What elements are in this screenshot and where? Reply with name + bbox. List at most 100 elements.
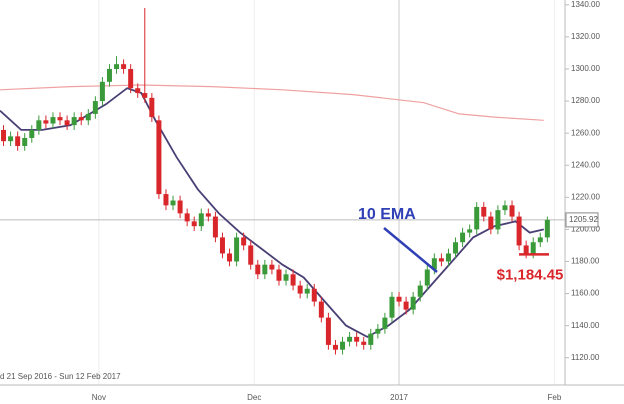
candle-body: [234, 237, 240, 262]
candle-body: [262, 264, 268, 275]
candle-body: [212, 216, 218, 238]
x-tick-label: Dec: [247, 393, 261, 402]
date-range: d 21 Sep 2016 - Sun 12 Feb 2017: [0, 372, 121, 381]
x-tick-label: Feb: [548, 393, 562, 402]
candle-body: [354, 336, 360, 342]
candle-body: [530, 242, 536, 254]
candle-body: [460, 232, 466, 243]
overlay: $1,184.45: [497, 253, 564, 283]
candle-body: [544, 219, 550, 238]
candle-body: [191, 221, 197, 227]
candle-body: [219, 237, 225, 254]
candle-body: [403, 301, 409, 310]
annotation: 10 EMA: [358, 206, 416, 223]
candle-body: [121, 64, 127, 69]
y-tick-label: 1140.00: [571, 321, 600, 330]
candle-body: [361, 341, 367, 345]
y-tick-label: 1340.00: [571, 0, 600, 9]
support-label: $1,184.45: [497, 266, 564, 283]
candle-body: [318, 301, 324, 318]
candle-body: [241, 237, 247, 246]
candle-body: [389, 296, 395, 318]
candle-body: [78, 117, 84, 121]
indicator-line: [0, 84, 544, 121]
candle-body: [417, 285, 423, 297]
candle-body: [347, 336, 353, 342]
axes: 1120.00 1140.00 1160.00 1180.00 1200.00 1220.…: [92, 0, 601, 402]
candle-body: [382, 317, 388, 329]
candle-body: [227, 253, 233, 262]
candle-body: [163, 194, 169, 206]
candle-body: [276, 269, 282, 281]
candle-body: [255, 264, 261, 275]
y-tick-label: 1200.00: [571, 225, 600, 234]
y-tick-label: 1220.00: [571, 192, 600, 201]
candle-body: [283, 274, 289, 281]
candle-body: [340, 341, 346, 350]
y-tick-label: 1160.00: [571, 289, 600, 298]
candle-body: [198, 213, 204, 227]
candle-body: [248, 245, 254, 265]
y-tick-label: 1180.00: [571, 257, 600, 266]
candle-body: [297, 285, 303, 294]
x-tick-label: Nov: [92, 393, 106, 402]
candle-body: [410, 296, 416, 310]
indicator-line: [0, 87, 544, 338]
x-tick-label: 2017: [390, 393, 408, 402]
candle-body: [445, 253, 451, 262]
candle-body: [495, 210, 501, 230]
candle-body: [516, 216, 522, 246]
candle-body: [149, 97, 155, 118]
candles: [1, 8, 550, 355]
candle-body: [29, 129, 35, 138]
candle-body: [396, 296, 402, 302]
candle-body: [92, 101, 98, 114]
candle-body: [488, 216, 494, 230]
candle-body: [50, 117, 56, 124]
candle-body: [523, 245, 529, 254]
indicator-lines: [0, 84, 544, 338]
candle-body: [64, 120, 70, 126]
candle-body: [170, 200, 176, 206]
candle-body: [290, 274, 296, 286]
candle-body: [85, 113, 91, 121]
candle-body: [304, 288, 310, 294]
candle-body: [205, 213, 211, 217]
y-tick-label: 1260.00: [571, 128, 600, 137]
candle-body: [332, 344, 338, 350]
candle-body: [438, 258, 444, 262]
y-tick-label: 1280.00: [571, 96, 600, 105]
candle-body: [424, 269, 430, 286]
candle-body: [135, 88, 141, 94]
candle-body: [99, 81, 105, 102]
candle-body: [368, 333, 374, 345]
candle-body: [156, 120, 162, 195]
candle-body: [474, 206, 480, 230]
grid: [0, 0, 565, 385]
candle-body: [36, 120, 42, 130]
candle-body: [142, 93, 148, 98]
y-tick-label: 1320.00: [571, 32, 600, 41]
candle-body: [509, 205, 515, 217]
candle-body: [15, 136, 21, 146]
annotation-arrow: [383, 227, 438, 273]
candle-body: [325, 317, 331, 345]
candle-body: [71, 117, 77, 126]
candle-body: [502, 205, 508, 211]
last-price-label: 1205.92: [569, 215, 598, 224]
candle-body: [467, 229, 473, 233]
candle-body: [114, 64, 120, 69]
candle-body: [184, 213, 190, 222]
candle-body: [106, 68, 112, 82]
candle-body: [128, 68, 134, 89]
candle-body: [1, 129, 7, 142]
last-price-box: [565, 212, 599, 228]
y-tick-label: 1300.00: [571, 64, 600, 73]
candle-body: [311, 288, 317, 302]
candle-body: [453, 242, 459, 254]
candle-body: [537, 237, 543, 243]
candle-body: [375, 328, 381, 334]
candle-body: [8, 136, 14, 142]
